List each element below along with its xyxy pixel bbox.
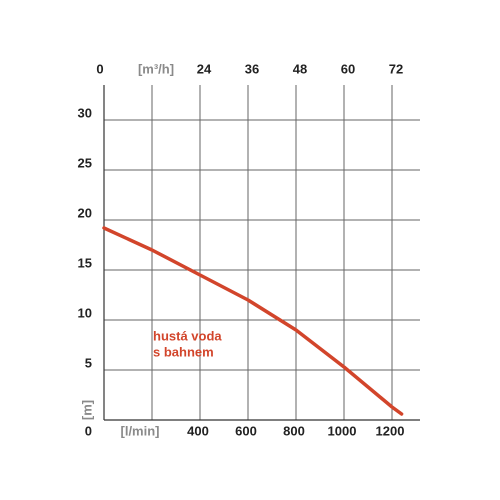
y-tick-label: 15 [78, 255, 92, 270]
y-tick-label: 20 [78, 205, 92, 220]
x2-tick-label: 0 [96, 61, 103, 76]
y-axis-label: [m] [79, 400, 94, 420]
annotation: s bahnem [153, 344, 214, 359]
x-tick-label: [l/min] [121, 423, 160, 438]
y-tick-label: 30 [78, 105, 92, 120]
y-tick-label: 10 [78, 305, 92, 320]
x-tick-label: 1000 [328, 423, 357, 438]
x2-tick-label: 60 [341, 61, 355, 76]
curve [102, 226, 404, 416]
x-tick-label: 600 [235, 423, 257, 438]
y-tick-label: 25 [78, 155, 92, 170]
y-tick-label: 5 [85, 355, 92, 370]
x2-tick-label: 48 [293, 61, 307, 76]
x2-tick-label: 24 [197, 61, 212, 76]
x-tick-label: 400 [187, 423, 209, 438]
x2-tick-label: 36 [245, 61, 259, 76]
x2-tick-label: 72 [389, 61, 403, 76]
x2-tick-label: [m³/h] [138, 61, 174, 76]
annotation: hustá voda [153, 328, 222, 343]
x-tick-label: 800 [283, 423, 305, 438]
x-tick-label: 1200 [376, 423, 405, 438]
y-tick-label: 0 [85, 423, 92, 438]
